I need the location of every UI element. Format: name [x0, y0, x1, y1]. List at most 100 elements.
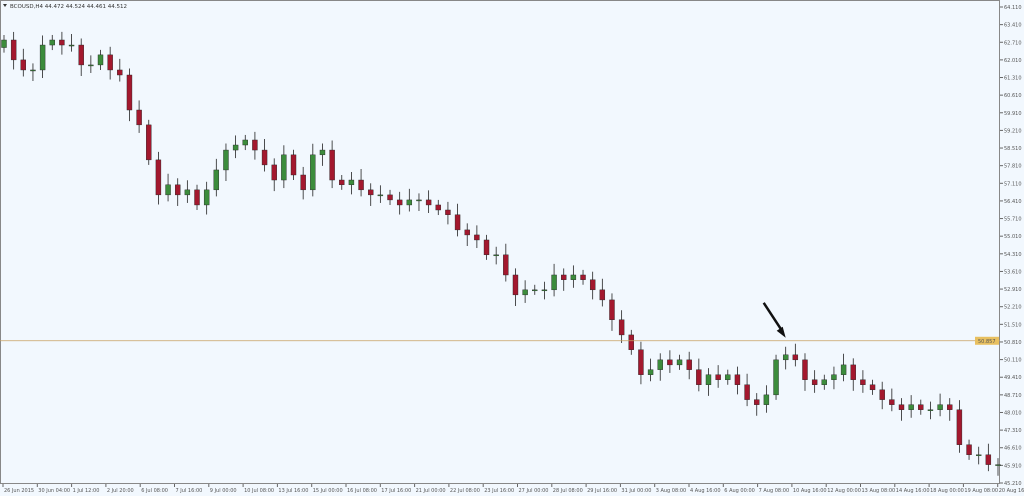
candle	[435, 199, 441, 216]
candle	[474, 225, 480, 249]
candle	[136, 100, 142, 133]
candle	[68, 33, 75, 52]
x-tick-label: 29 Jul 16:00	[587, 488, 617, 494]
bear-candle-body	[985, 454, 992, 465]
bear-candle-body	[368, 189, 374, 196]
bear-candle-body	[580, 274, 586, 280]
bear-candle-body	[59, 39, 65, 46]
x-tick-label: 1 Jul 12:00	[73, 488, 100, 494]
y-tick-label: 61.310	[1004, 76, 1022, 82]
candle	[676, 354, 683, 370]
x-tick-label: 3 Aug 08:00	[656, 488, 687, 494]
y-tick-label: 59.910	[1004, 111, 1022, 117]
candle	[126, 68, 133, 122]
candle	[792, 343, 799, 367]
candle	[647, 358, 654, 382]
candle	[782, 346, 789, 370]
candle	[30, 63, 36, 82]
bear-candle-body	[715, 374, 721, 380]
bear-candle-body	[503, 254, 509, 276]
bull-candle-body	[773, 359, 779, 396]
bear-candle-body	[126, 74, 133, 111]
x-tick-label: 15 Jul 00:00	[313, 488, 343, 494]
candle	[618, 310, 625, 343]
y-tick-label: 55.010	[1004, 234, 1022, 240]
x-tick-label: 7 Aug 08:00	[759, 488, 790, 494]
bear-candle-body	[850, 364, 856, 380]
bull-candle-body	[705, 374, 712, 385]
candle	[281, 145, 287, 189]
x-tick-label: 20 Aug 16:00	[999, 488, 1024, 494]
candle	[39, 35, 46, 79]
candle	[319, 143, 326, 166]
bull-candle-body	[184, 189, 191, 196]
y-tick-label: 48.710	[1004, 393, 1022, 399]
bear-candle-body	[860, 379, 866, 385]
candle	[146, 119, 152, 165]
candle	[638, 341, 644, 385]
candle	[734, 366, 741, 395]
candle	[966, 439, 972, 460]
y-tick-label: 53.610	[1004, 269, 1022, 275]
bull-candle-body	[821, 379, 827, 385]
bull-candle-body	[39, 44, 46, 71]
bear-candle-body	[609, 299, 615, 321]
bull-candle-body	[570, 274, 577, 280]
candle	[213, 158, 220, 197]
bear-candle-body	[435, 204, 441, 211]
bear-candle-body	[638, 349, 644, 375]
candle	[232, 135, 239, 159]
bear-candle-body	[425, 199, 432, 206]
current-price-tag	[975, 336, 999, 345]
bull-candle-body	[763, 394, 770, 405]
y-tick-label: 51.510	[1004, 322, 1022, 328]
candle	[802, 353, 808, 391]
candle	[329, 140, 335, 189]
candle	[358, 168, 364, 197]
bear-candle-body	[686, 359, 692, 370]
candle	[696, 358, 702, 392]
arrow-annotation-shaft	[762, 302, 784, 333]
bull-candle-body	[541, 289, 548, 292]
bear-candle-body	[734, 374, 741, 385]
candle	[184, 180, 191, 203]
x-tick-label: 10 Jul 08:00	[244, 488, 274, 494]
candle	[97, 49, 104, 70]
bear-candle-body	[754, 399, 760, 405]
y-tick-label: 54.310	[1004, 252, 1022, 258]
bear-candle-body	[290, 154, 297, 176]
candle	[454, 203, 461, 237]
bear-candle-body	[869, 384, 876, 391]
candle	[223, 143, 229, 182]
x-tick-label: 4 Aug 16:00	[690, 488, 721, 494]
candle	[860, 370, 866, 393]
candle	[879, 381, 885, 410]
bear-candle-body	[261, 149, 268, 166]
y-tick-label: 59.210	[1004, 128, 1022, 134]
bear-candle-body	[696, 369, 702, 385]
candle	[918, 399, 924, 415]
bull-candle-body	[782, 354, 789, 361]
y-tick-label: 49.410	[1004, 375, 1022, 381]
plot-frame	[0, 0, 1000, 484]
dropdown-triangle-icon[interactable]	[3, 4, 7, 7]
candle	[194, 184, 200, 210]
bear-candle-body	[271, 164, 277, 181]
y-tick-label: 63.410	[1004, 23, 1022, 29]
y-tick-label: 52.210	[1004, 305, 1022, 311]
bull-candle-body	[927, 409, 934, 411]
candle	[725, 369, 731, 385]
candle	[445, 201, 451, 225]
candle	[503, 243, 509, 282]
candle	[811, 370, 818, 393]
bull-candle-body	[551, 274, 557, 291]
y-tick-label: 52.910	[1004, 287, 1022, 293]
candle	[763, 385, 770, 413]
candle	[541, 281, 548, 300]
candle	[522, 280, 528, 303]
y-tick-label: 57.810	[1004, 164, 1022, 170]
candle	[937, 393, 943, 417]
candle	[107, 46, 113, 80]
bear-candle-body	[78, 44, 84, 66]
